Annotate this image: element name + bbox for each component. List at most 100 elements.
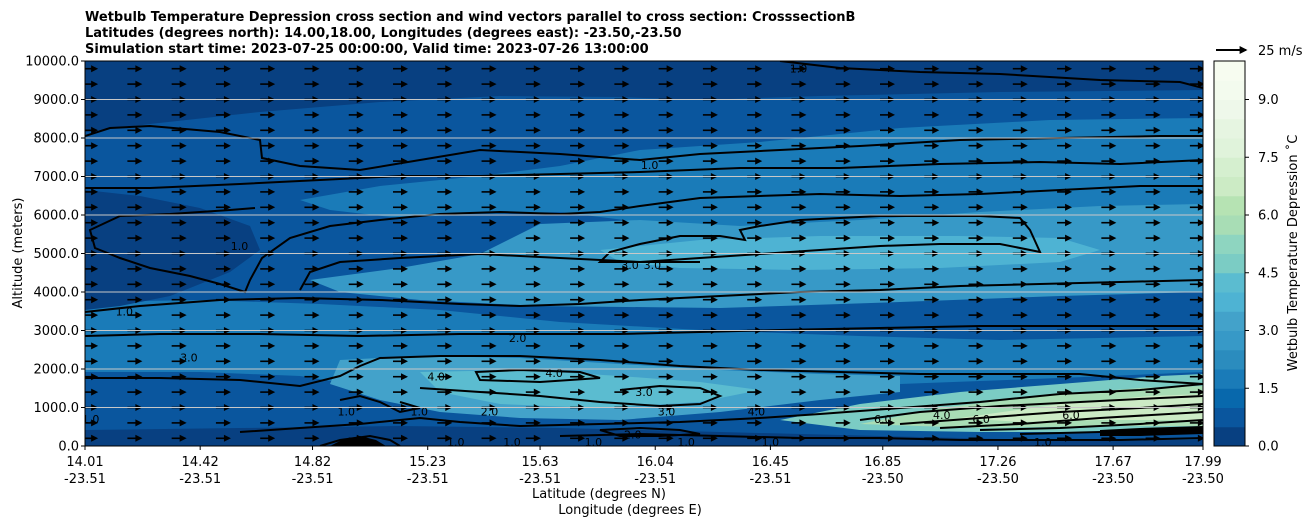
wind-vector — [1189, 157, 1203, 165]
wind-vector — [437, 373, 453, 381]
wind-vector — [393, 80, 409, 88]
x-tick-label-lon: -23.51 — [407, 472, 449, 487]
wind-vector — [747, 157, 763, 165]
wind-vector — [260, 188, 276, 196]
wind-vector — [835, 280, 851, 288]
wind-vector — [791, 311, 807, 319]
colorbar-band — [1214, 388, 1245, 408]
wind-vector — [968, 357, 984, 365]
wind-vector — [968, 126, 984, 134]
wind-vector — [1057, 157, 1073, 165]
wind-vector — [879, 311, 895, 319]
wind-vector — [570, 280, 586, 288]
wind-vector — [1012, 234, 1028, 242]
contour-label: 1.0 — [762, 436, 780, 449]
wind-vector — [1145, 357, 1161, 365]
wind-vector — [1189, 434, 1203, 442]
wind-vector — [1145, 126, 1161, 134]
wind-vector — [481, 373, 497, 381]
wind-vector — [658, 142, 674, 150]
wind-vector — [215, 311, 231, 319]
wind-vector — [614, 388, 630, 396]
wind-vector — [1101, 157, 1117, 165]
contour-line — [939, 411, 1203, 429]
wind-vector — [924, 157, 940, 165]
wind-vector — [791, 434, 807, 442]
wind-vector — [1189, 342, 1203, 350]
wind-vector — [791, 188, 807, 196]
wind-vector — [1189, 373, 1203, 381]
wind-vector — [968, 373, 984, 381]
wind-vector — [525, 111, 541, 119]
wind-vector — [702, 388, 718, 396]
wind-vector — [879, 80, 895, 88]
wind-vector — [614, 203, 630, 211]
wind-vector — [127, 388, 143, 396]
wind-vector — [481, 126, 497, 134]
wind-vector — [658, 434, 674, 442]
wind-vector — [835, 265, 851, 273]
wind-vector — [260, 434, 276, 442]
colorbar-band — [1214, 80, 1245, 100]
colorbar-tick-label: 7.5 — [1258, 151, 1279, 166]
wind-vector — [614, 142, 630, 150]
wind-vector — [348, 342, 364, 350]
colorbar — [1214, 61, 1245, 447]
wind-vector — [747, 280, 763, 288]
wind-vector — [835, 157, 851, 165]
wind-vector — [1101, 234, 1117, 242]
wind-vector — [215, 419, 231, 427]
colorbar-band — [1214, 292, 1245, 312]
wind-vector — [702, 203, 718, 211]
wind-vector — [791, 126, 807, 134]
wind-vector — [879, 342, 895, 350]
wind-vector — [968, 434, 984, 442]
wind-vector — [1012, 142, 1028, 150]
wind-vector — [658, 342, 674, 350]
wind-vector — [1101, 142, 1117, 150]
wind-vector — [1057, 342, 1073, 350]
colorbar-band — [1214, 61, 1245, 81]
wind-vector — [1012, 65, 1028, 73]
wind-vector — [127, 419, 143, 427]
wind-vector — [924, 373, 940, 381]
wind-vector — [215, 219, 231, 227]
wind-vector — [171, 219, 187, 227]
wind-vector — [614, 419, 630, 427]
wind-vector — [1101, 357, 1117, 365]
wind-vector — [1145, 419, 1161, 427]
wind-vector — [791, 111, 807, 119]
wind-vector — [835, 203, 851, 211]
wind-vector — [658, 419, 674, 427]
wind-vector — [1101, 203, 1117, 211]
wind-vector — [393, 157, 409, 165]
wind-vector — [1145, 311, 1161, 319]
wind-vector — [127, 219, 143, 227]
wind-vector — [481, 357, 497, 365]
wind-vector — [127, 265, 143, 273]
wind-vector — [1145, 157, 1161, 165]
colorbar-band — [1214, 215, 1245, 235]
wind-vector — [1057, 434, 1073, 442]
wind-vector — [570, 80, 586, 88]
wind-vector — [127, 434, 143, 442]
wind-vector — [968, 80, 984, 88]
wind-vector — [215, 126, 231, 134]
x-tick-label-lat: 17.26 — [979, 455, 1016, 470]
wind-vector — [835, 80, 851, 88]
wind-vector — [658, 219, 674, 227]
wind-vector — [747, 342, 763, 350]
wind-vector — [1012, 373, 1028, 381]
wind-vector — [393, 296, 409, 304]
wind-vector — [215, 157, 231, 165]
colorbar-band — [1214, 349, 1245, 370]
wind-vector — [1012, 157, 1028, 165]
wind-vector — [835, 111, 851, 119]
wind-vector — [968, 188, 984, 196]
wind-vector — [525, 296, 541, 304]
wind-vector — [1101, 126, 1117, 134]
y-axis: 0.0 1000.0 2000.0 3000.0 4000.0 5000.0 6000.0 7… — [25, 55, 85, 455]
wind-vector — [924, 342, 940, 350]
wind-vector — [304, 219, 320, 227]
wind-vector — [1057, 142, 1073, 150]
